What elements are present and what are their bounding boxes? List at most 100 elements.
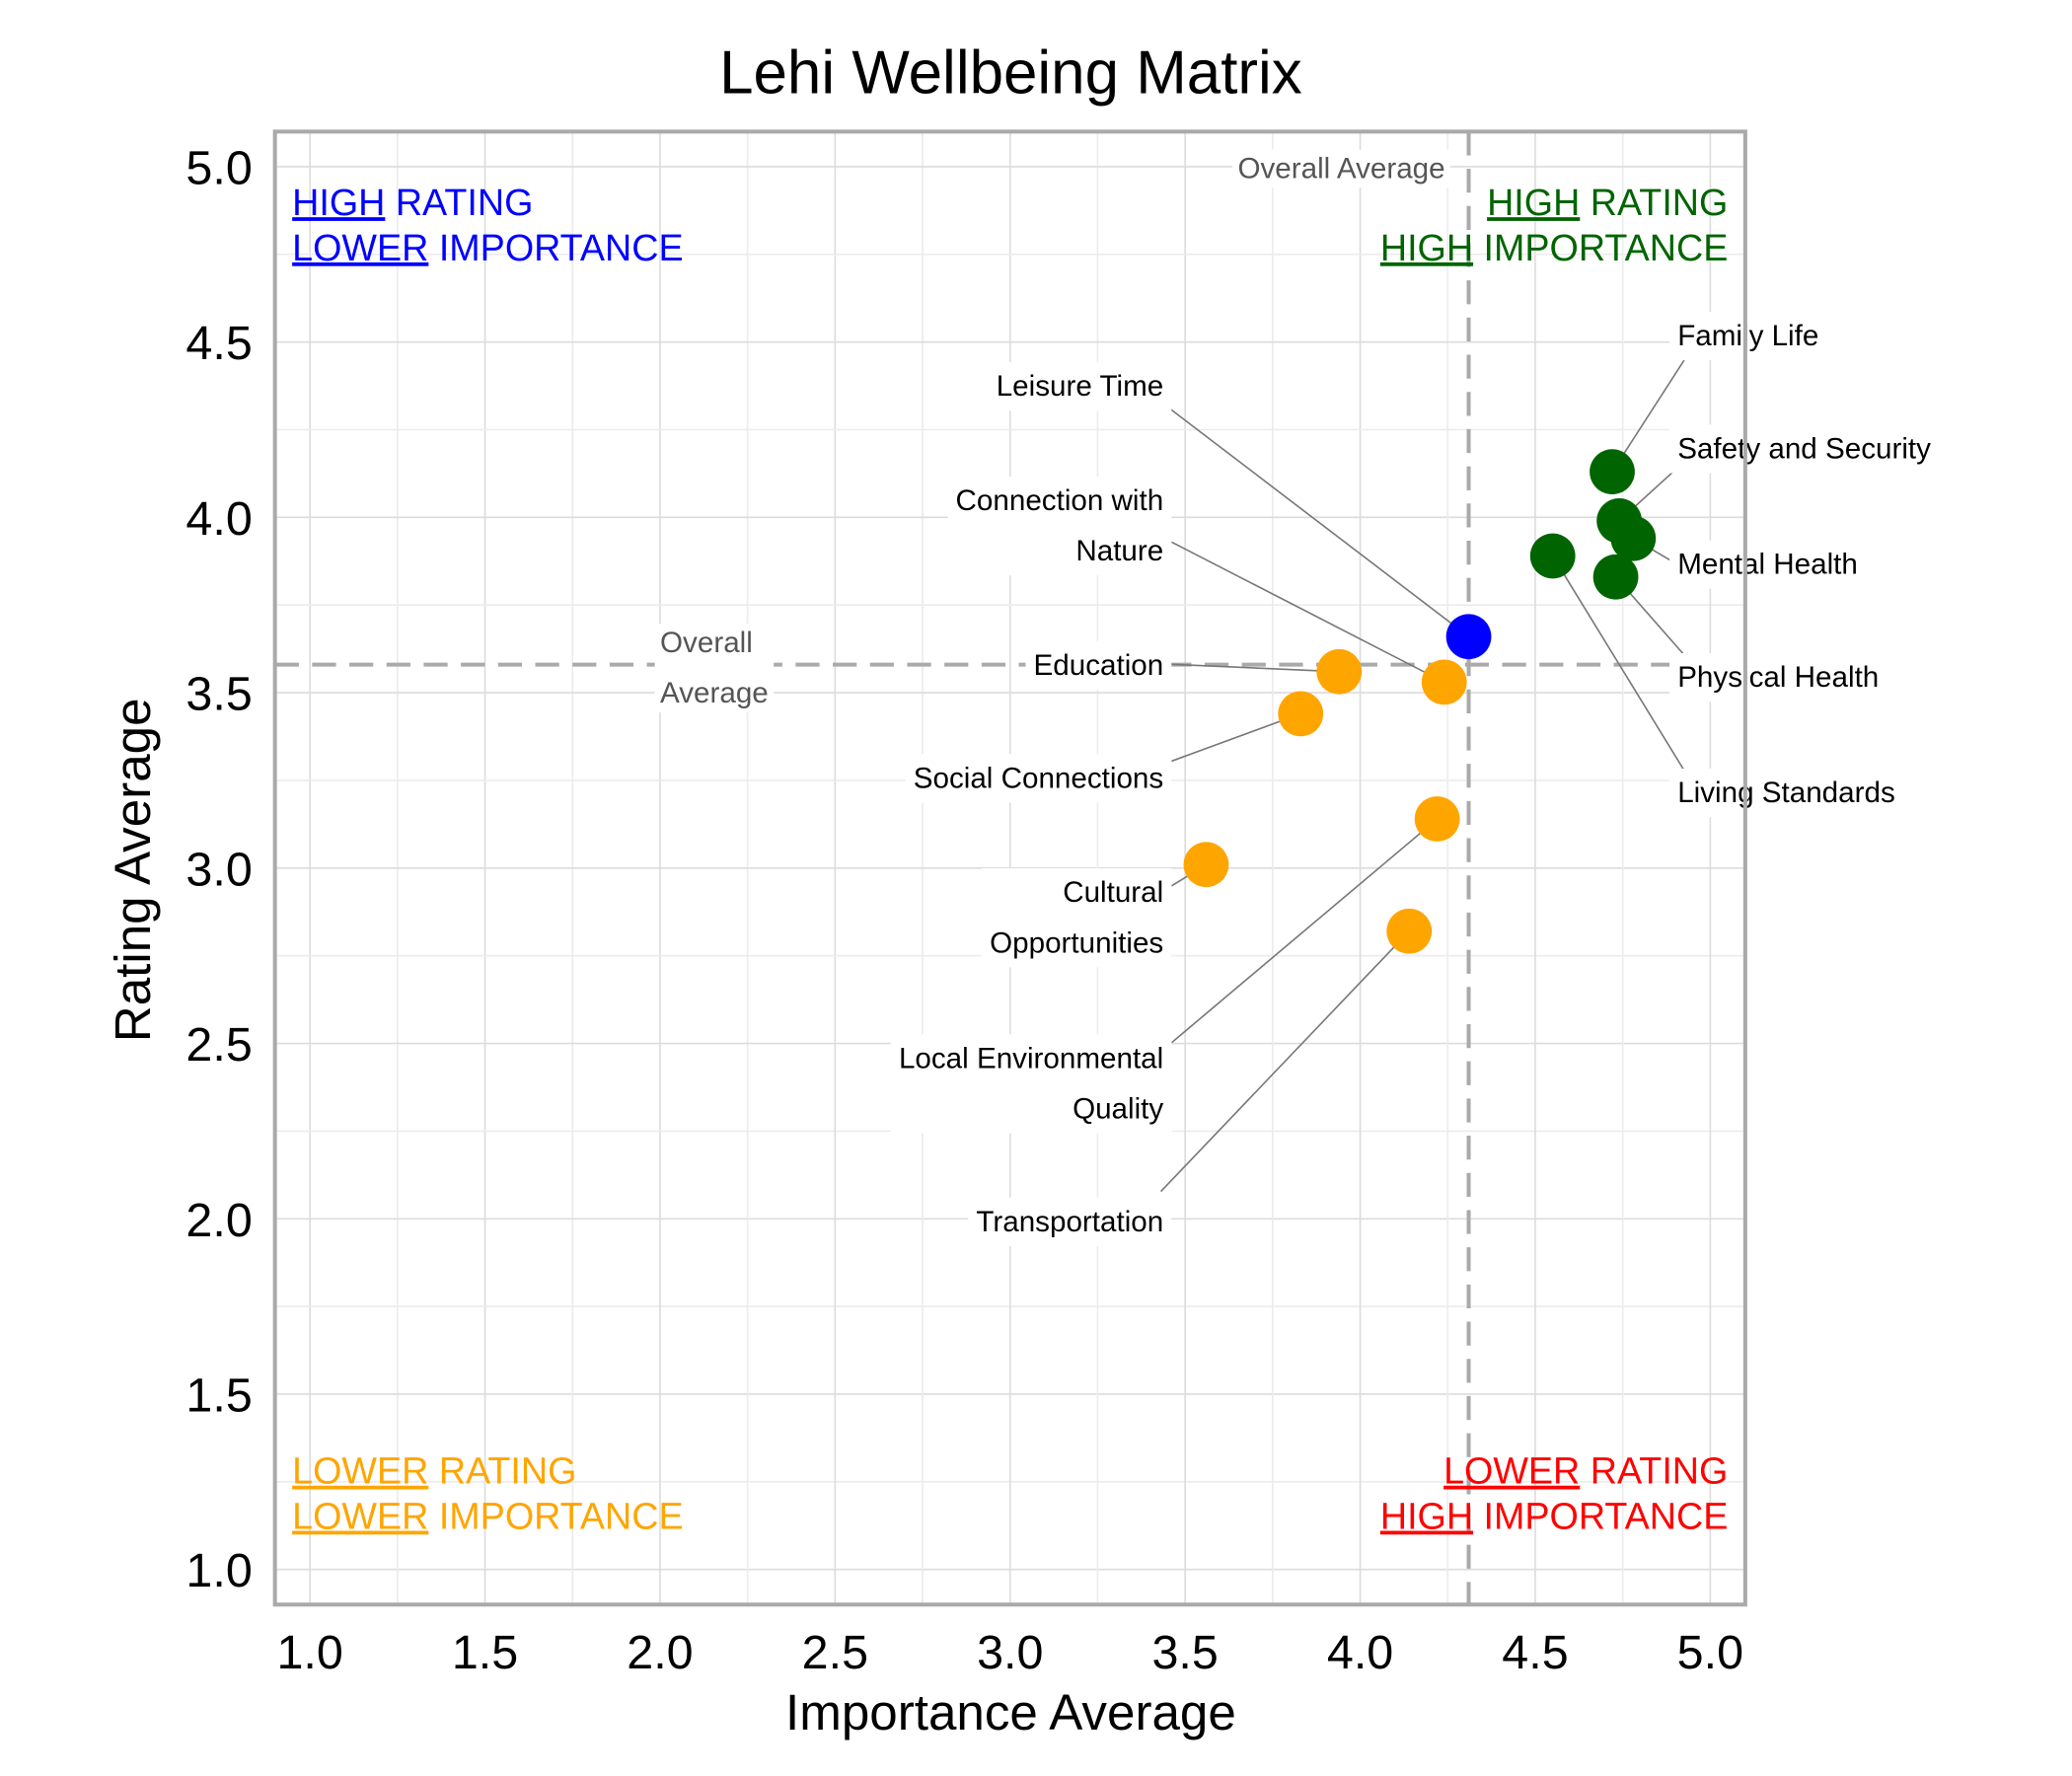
label-background: [1669, 540, 1866, 589]
point-label-line: Leisure Time: [997, 370, 1164, 403]
quadrant-emphasis: LOWER: [1443, 1450, 1580, 1492]
leader-line: [1614, 355, 1688, 469]
label-background: [1669, 652, 1887, 703]
rating-average-label: Overall Average: [660, 627, 769, 709]
point-label: Living Standards: [1677, 777, 1895, 809]
point: [1445, 614, 1492, 660]
x-tick-label: 3.5: [1151, 1626, 1218, 1679]
quadrant-text: RATING: [385, 182, 533, 223]
leader-line: [1168, 663, 1334, 673]
point-label: Local Environmental Quality: [899, 1042, 1163, 1125]
label-background: [982, 868, 1172, 968]
point-label-line: Nature: [1075, 535, 1163, 567]
point-label-line: Education: [1034, 649, 1164, 682]
point-label-line: Physical Health: [1677, 661, 1879, 694]
label-background: [654, 624, 775, 712]
point-label: Safety and Security: [1677, 433, 1931, 466]
y-tick-label: 1.0: [185, 1544, 252, 1597]
leader-line: [1170, 821, 1435, 1044]
point-label: Family Life: [1677, 320, 1818, 352]
y-axis-title: Rating Average: [105, 698, 161, 1042]
quadrant-label-top-right: HIGH RATING: [1487, 182, 1728, 223]
x-tick-label: 5.0: [1677, 1626, 1743, 1679]
point: [1590, 449, 1635, 495]
quadrant-label-top-left: LOWER IMPORTANCE: [292, 227, 683, 268]
x-tick-label: 4.0: [1327, 1626, 1393, 1679]
chart-title: Lehi Wellbeing Matrix: [719, 38, 1302, 107]
y-tick-label: 2.5: [185, 1018, 252, 1072]
quadrant-text: RATING: [1580, 1450, 1728, 1492]
y-tick-label: 3.0: [185, 843, 252, 896]
label-background: [1669, 424, 1940, 474]
rating-average-label-line: Overall: [660, 627, 753, 659]
quadrant-text: RATING: [1580, 182, 1728, 223]
point: [1610, 515, 1657, 561]
point-label: Physical Health: [1677, 661, 1879, 694]
point-label-line: Opportunities: [990, 926, 1163, 959]
label-background: [988, 362, 1172, 411]
label-background: [890, 1034, 1172, 1134]
label-background: [968, 1197, 1172, 1247]
x-tick-label: 3.0: [977, 1626, 1043, 1679]
quadrant-text: IMPORTANCE: [1473, 1496, 1728, 1537]
y-tick-label: 4.5: [185, 317, 252, 370]
y-tick-label: 5.0: [185, 141, 252, 194]
leader-line: [1168, 407, 1465, 634]
point-label: Mental Health: [1677, 549, 1858, 581]
leader-lines: [1159, 355, 1688, 1193]
point-label: Leisure Time: [997, 370, 1164, 403]
point: [1386, 908, 1433, 954]
quadrant-emphasis: HIGH: [292, 182, 385, 223]
point-label-line: Living Standards: [1677, 777, 1895, 809]
label-background: [1232, 149, 1450, 188]
quadrant-label-bottom-right: HIGH IMPORTANCE: [1380, 1496, 1728, 1537]
leader-line: [1171, 714, 1296, 763]
grid: [274, 131, 1745, 1605]
leader-line: [1159, 934, 1407, 1193]
point-labels: Family Life Safety and Security Mental Hea…: [890, 312, 1940, 1247]
point-label-line: Mental Health: [1677, 549, 1858, 581]
quadrant-label-bottom-right: LOWER RATING: [1443, 1450, 1728, 1492]
x-tick-label: 4.5: [1502, 1626, 1568, 1679]
point-label: Connection with Nature: [956, 484, 1164, 567]
point-label-line: Quality: [1073, 1093, 1163, 1126]
quadrant-emphasis: LOWER: [292, 1496, 428, 1537]
leader-line: [1170, 541, 1441, 681]
quadrant-emphasis: LOWER: [292, 1450, 428, 1492]
tick-labels: 1.0 1.5 2.0 2.5 3.0 3.5 4.0 4.5 5.0 1.0 1.5 2.0 2.5 3…: [185, 141, 1743, 1678]
quadrant-label-bottom-left: LOWER IMPORTANCE: [292, 1496, 683, 1537]
label-background: [947, 476, 1172, 576]
leader-line: [1554, 559, 1685, 772]
label-background: [1669, 769, 1903, 818]
y-tick-label: 2.0: [185, 1194, 252, 1247]
label-background: [1025, 640, 1172, 691]
quadrant-text: IMPORTANCE: [1473, 227, 1728, 268]
x-tick-label: 1.5: [452, 1626, 518, 1679]
point-label-line: Cultural: [1063, 876, 1163, 909]
x-tick-label: 1.0: [276, 1626, 342, 1679]
x-tick-label: 2.5: [802, 1626, 868, 1679]
x-tick-label: 2.0: [627, 1626, 693, 1679]
x-axis-title: Importance Average: [785, 1684, 1236, 1740]
points: [1183, 449, 1657, 954]
label-background: [905, 754, 1172, 803]
quadrant-emphasis: HIGH: [1380, 227, 1473, 268]
quadrant-label-top-left: HIGH RATING: [292, 182, 533, 223]
quadrant-emphasis: HIGH: [1380, 1496, 1473, 1537]
point: [1529, 533, 1576, 579]
quadrant-text: IMPORTANCE: [428, 227, 683, 268]
point: [1592, 554, 1639, 600]
point-label-line: Transportation: [976, 1206, 1163, 1238]
label-background: [1669, 312, 1827, 361]
y-tick-label: 3.5: [185, 668, 252, 721]
quadrant-emphasis: HIGH: [1487, 182, 1580, 223]
point: [1421, 659, 1467, 705]
point-label-line: Safety and Security: [1677, 433, 1931, 466]
plot-frame: [272, 129, 1747, 1607]
point: [1278, 691, 1324, 737]
point: [1414, 796, 1460, 842]
rating-average-label-line: Average: [660, 677, 769, 709]
point-label-line: Family Life: [1677, 320, 1818, 352]
